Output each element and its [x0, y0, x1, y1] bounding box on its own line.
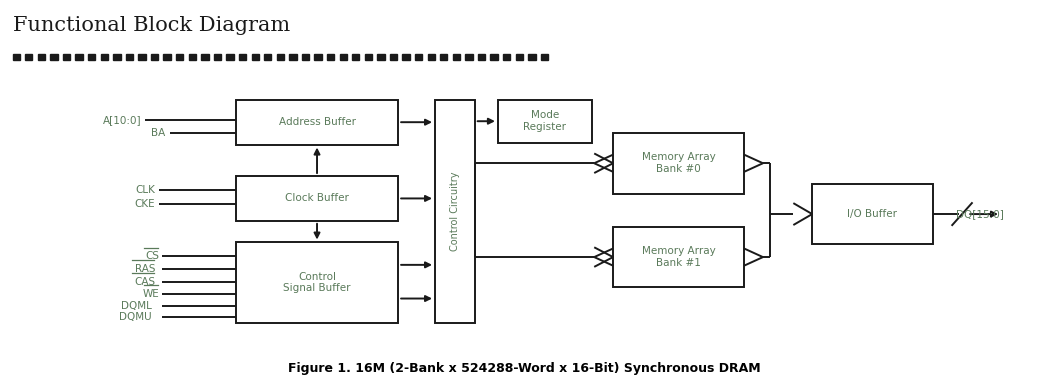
Text: CLK: CLK	[135, 185, 155, 196]
Bar	[390, 54, 397, 60]
Bar	[440, 54, 447, 60]
Bar	[50, 54, 58, 60]
Bar	[264, 54, 271, 60]
Bar	[189, 54, 196, 60]
Bar	[453, 54, 460, 60]
Bar	[289, 54, 297, 60]
Bar	[435, 100, 475, 323]
Bar	[63, 54, 70, 60]
Text: DQMU: DQMU	[119, 312, 152, 323]
Bar	[277, 54, 284, 60]
Bar	[201, 54, 209, 60]
Bar	[88, 54, 95, 60]
Bar	[75, 54, 83, 60]
Bar	[226, 54, 234, 60]
Bar	[528, 54, 536, 60]
Bar	[377, 54, 385, 60]
Bar	[490, 54, 498, 60]
Text: Control Circuitry: Control Circuitry	[450, 171, 460, 251]
Bar	[252, 54, 259, 60]
Bar	[236, 176, 398, 221]
Bar	[478, 54, 485, 60]
Bar	[13, 54, 20, 60]
Bar	[126, 54, 133, 60]
Text: Address Buffer: Address Buffer	[279, 117, 355, 127]
Bar	[25, 54, 32, 60]
Bar	[214, 54, 221, 60]
Text: RAS: RAS	[134, 264, 155, 274]
Bar	[163, 54, 171, 60]
Text: Figure 1. 16M (2-Bank x 524288-Word x 16-Bit) Synchronous DRAM: Figure 1. 16M (2-Bank x 524288-Word x 16…	[288, 362, 760, 375]
Text: A[10:0]: A[10:0]	[103, 115, 141, 125]
Bar	[101, 54, 108, 60]
Bar	[613, 227, 744, 287]
Text: Functional Block Diagram: Functional Block Diagram	[13, 16, 290, 35]
Text: Memory Array
Bank #1: Memory Array Bank #1	[641, 246, 716, 268]
Bar	[239, 54, 246, 60]
Text: WE: WE	[143, 289, 159, 299]
Text: DQ[15:0]: DQ[15:0]	[956, 209, 1004, 219]
Text: Control
Signal Buffer: Control Signal Buffer	[283, 272, 351, 293]
Bar	[236, 242, 398, 323]
Bar	[113, 54, 121, 60]
Bar	[327, 54, 334, 60]
Text: DQML: DQML	[122, 301, 152, 311]
Bar	[516, 54, 523, 60]
Text: I/O Buffer: I/O Buffer	[848, 209, 897, 219]
Text: BA: BA	[151, 127, 166, 138]
Bar	[613, 133, 744, 194]
Bar	[314, 54, 322, 60]
Bar	[236, 100, 398, 145]
Text: Mode
Register: Mode Register	[523, 110, 567, 132]
Bar	[402, 54, 410, 60]
Text: Clock Buffer: Clock Buffer	[285, 194, 349, 203]
Text: CS: CS	[146, 251, 159, 261]
Bar	[428, 54, 435, 60]
Bar	[465, 54, 473, 60]
Bar	[340, 54, 347, 60]
Bar	[138, 54, 146, 60]
Bar	[352, 54, 359, 60]
Bar	[812, 184, 933, 244]
Bar	[498, 100, 592, 143]
Bar	[151, 54, 158, 60]
Bar	[365, 54, 372, 60]
Text: CAS: CAS	[134, 276, 155, 287]
Bar	[302, 54, 309, 60]
Bar	[38, 54, 45, 60]
Bar	[176, 54, 183, 60]
Bar	[541, 54, 548, 60]
Bar	[503, 54, 510, 60]
Text: CKE: CKE	[134, 199, 155, 209]
Text: Memory Array
Bank #0: Memory Array Bank #0	[641, 152, 716, 174]
Bar	[415, 54, 422, 60]
